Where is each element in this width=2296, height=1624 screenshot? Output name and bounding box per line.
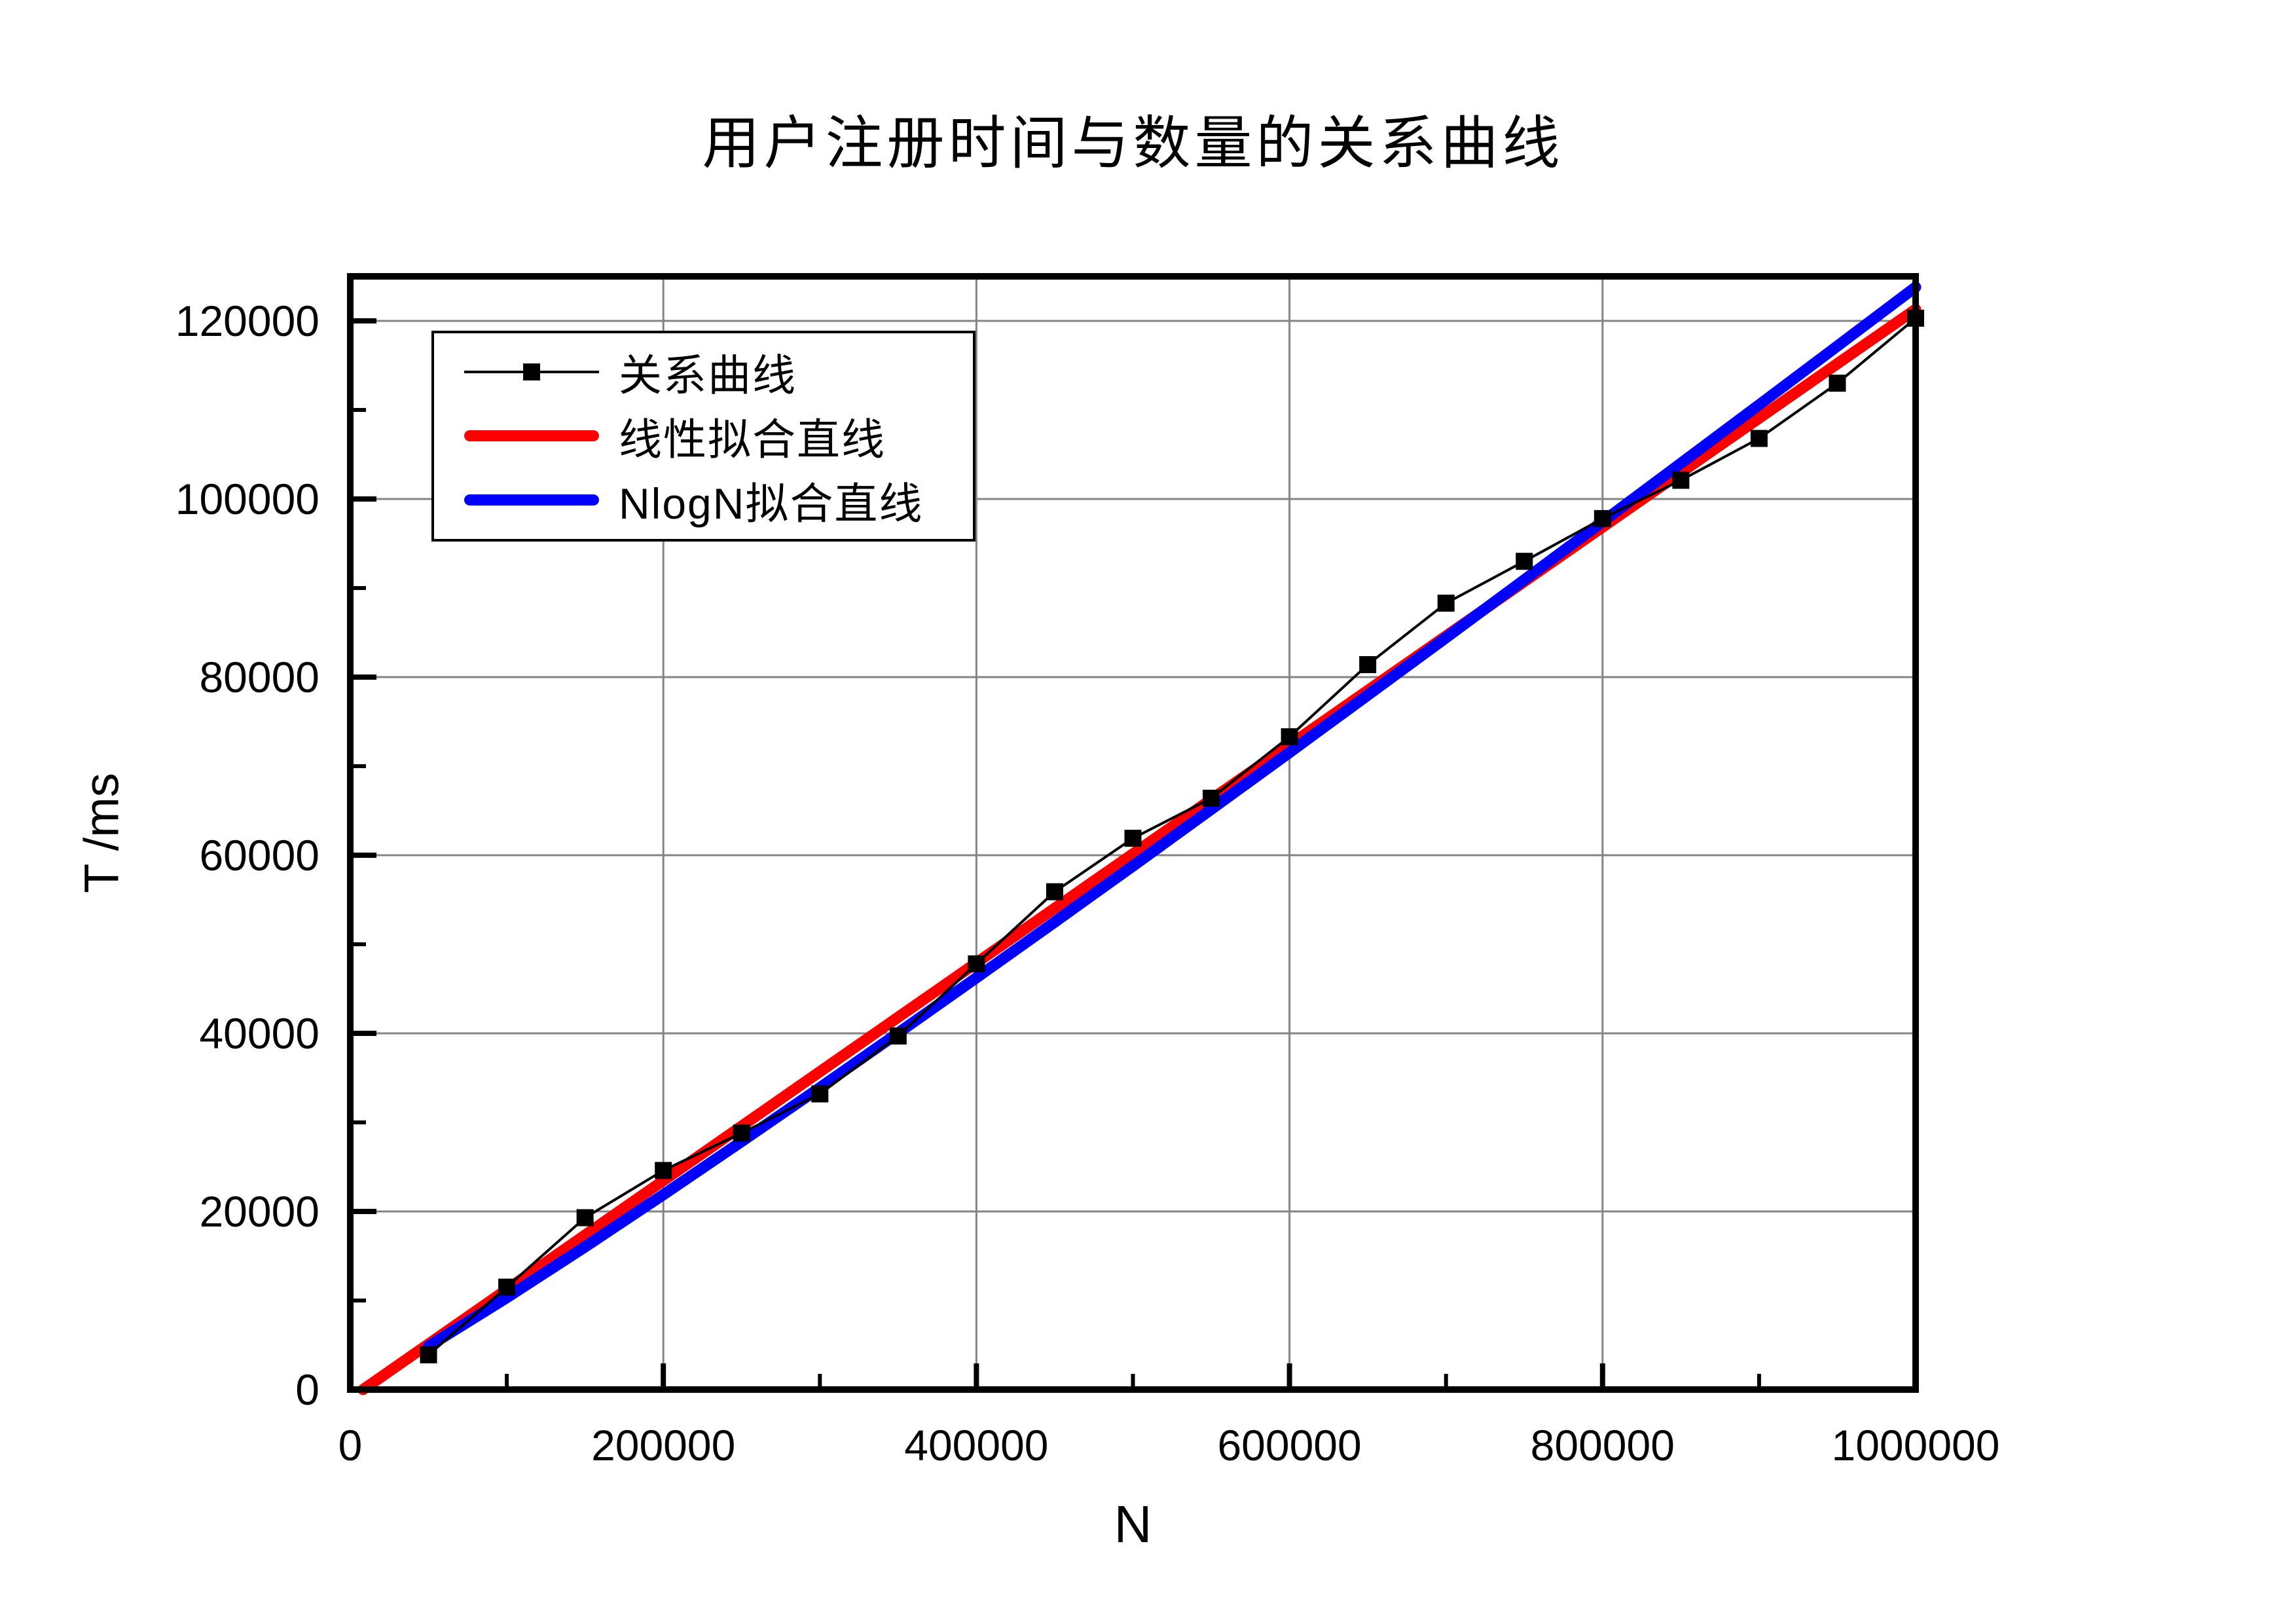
chart-title: 用户注册时间与数量的关系曲线 (702, 111, 1564, 175)
data-point-marker (1281, 728, 1298, 746)
data-point-marker (1124, 830, 1142, 847)
data-point-marker (1594, 509, 1611, 527)
x-tick-label: 400000 (904, 1421, 1048, 1469)
data-point-marker (889, 1027, 907, 1045)
data-point-marker (1516, 553, 1533, 570)
legend-item-nlogn-fit: NlogN拟合直线 (464, 469, 960, 532)
data-point-marker (968, 955, 985, 972)
data-point-marker (655, 1162, 672, 1179)
legend-item-relation-curve: 关系曲线 (464, 341, 960, 403)
linear-fit-line (357, 303, 1922, 1395)
data-point-marker (1672, 471, 1690, 489)
y-tick-label: 20000 (199, 1187, 319, 1236)
legend: 关系曲线 线性拟合直线 NlogN拟合直线 (431, 331, 975, 542)
data-point-marker (1829, 375, 1846, 392)
data-point-marker (811, 1085, 829, 1103)
y-tick-label: 100000 (175, 475, 319, 523)
data-point-marker (1437, 595, 1455, 612)
x-tick-label: 0 (338, 1421, 363, 1469)
y-tick-label: 60000 (199, 831, 319, 879)
y-tick-label: 120000 (175, 297, 319, 345)
y-tick-label: 80000 (199, 653, 319, 701)
y-tick-label: 0 (295, 1365, 319, 1414)
data-point-marker (420, 1346, 437, 1363)
legend-label: 关系曲线 (619, 351, 797, 399)
data-point-marker (576, 1209, 594, 1227)
data-point-marker (1750, 430, 1768, 447)
legend-item-linear-fit: 线性拟合直线 (464, 405, 960, 468)
relation-curve-sample-icon (464, 349, 599, 395)
x-tick-label: 200000 (591, 1421, 735, 1469)
data-point-marker (1359, 655, 1377, 673)
linear-fit-sample-icon (464, 413, 599, 459)
x-tick-label: 800000 (1531, 1421, 1675, 1469)
legend-label: 线性拟合直线 (619, 415, 886, 464)
data-point-marker (733, 1124, 750, 1142)
nlogn-fit-line (423, 281, 1922, 1352)
x-axis-title: N (1114, 1495, 1152, 1553)
y-tick-label: 40000 (199, 1009, 319, 1058)
nlogn-fit-sample-icon (464, 477, 599, 523)
y-axis-title: T /ms (74, 773, 129, 893)
x-tick-label: 1000000 (1832, 1421, 2000, 1469)
relation-curve-line (428, 317, 1917, 1356)
legend-label: NlogN拟合直线 (619, 479, 924, 528)
data-point-marker (498, 1278, 516, 1296)
data-point-marker (1203, 789, 1220, 807)
x-tick-label: 600000 (1217, 1421, 1361, 1469)
data-point-marker (1046, 883, 1063, 900)
